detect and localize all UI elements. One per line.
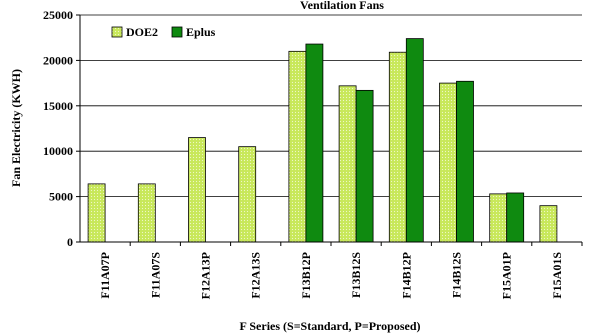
- y-tick-label: 0: [67, 235, 73, 249]
- x-tick-labels: F11A07P F11A07S F12A13P F12A13S F13B12P F13B1…: [98, 252, 564, 300]
- x-tick-label: F15A01P: [500, 252, 514, 299]
- grid-lines: [80, 14, 582, 198]
- x-tick-label: F11A07S: [148, 252, 162, 298]
- bar-doe2-f13b12p: [288, 50, 307, 243]
- legend: DOE2 Eplus: [111, 25, 216, 39]
- legend-swatch-eplus: [171, 26, 183, 38]
- x-tick-label: F13B12P: [299, 252, 313, 299]
- legend-label-eplus: Eplus: [186, 25, 216, 39]
- chart-title: Ventilation Fans: [300, 0, 384, 12]
- legend-label-doe2: DOE2: [126, 25, 158, 39]
- y-tick-label: 20000: [43, 53, 73, 67]
- y-tick-label: 5000: [49, 190, 73, 204]
- bar-doe2-f15a01s: [539, 205, 558, 243]
- bar-eplus-f15a01p: [506, 192, 525, 243]
- x-tick-label: F11A07P: [98, 252, 112, 299]
- y-tick-labels: 0 5000 10000 15000 20000 25000: [43, 8, 73, 249]
- bar-eplus-f13b12s: [355, 89, 374, 243]
- x-tick-label: F14B12S: [450, 252, 464, 298]
- bar-doe2-f12a13s: [238, 146, 257, 243]
- axes: [76, 14, 583, 246]
- bar-doe2-f11a07p: [87, 183, 106, 243]
- bar-doe2-f14b12s: [439, 82, 457, 243]
- y-axis-title: Fan Electricity (KWH): [9, 69, 23, 187]
- x-axis-title: F Series (S=Standard, P=Proposed): [239, 319, 420, 333]
- bar-eplus-f14b12s: [456, 80, 474, 243]
- bar-doe2-f11a07s: [137, 183, 156, 243]
- y-tick-label: 10000: [43, 144, 73, 158]
- bar-eplus-f14b12p: [405, 38, 424, 243]
- y-tick-label: 15000: [43, 99, 73, 113]
- bar-doe2-f15a01p: [489, 193, 508, 243]
- x-tick-label: F12A13P: [199, 252, 213, 299]
- y-tick-label: 25000: [43, 8, 73, 22]
- bar-doe2-f12a13p: [188, 137, 206, 243]
- x-tick-label: F14B12P: [399, 252, 413, 299]
- bar-doe2-f14b12p: [388, 51, 407, 243]
- bars: [87, 38, 558, 243]
- x-tick-label: F15A01S: [550, 252, 564, 299]
- x-tick-label: F13B12S: [349, 252, 363, 298]
- bar-eplus-f13b12p: [305, 43, 324, 243]
- bar-doe2-f13b12s: [338, 85, 357, 243]
- x-tick-label: F12A13S: [249, 252, 263, 299]
- legend-swatch-doe2: [111, 26, 123, 38]
